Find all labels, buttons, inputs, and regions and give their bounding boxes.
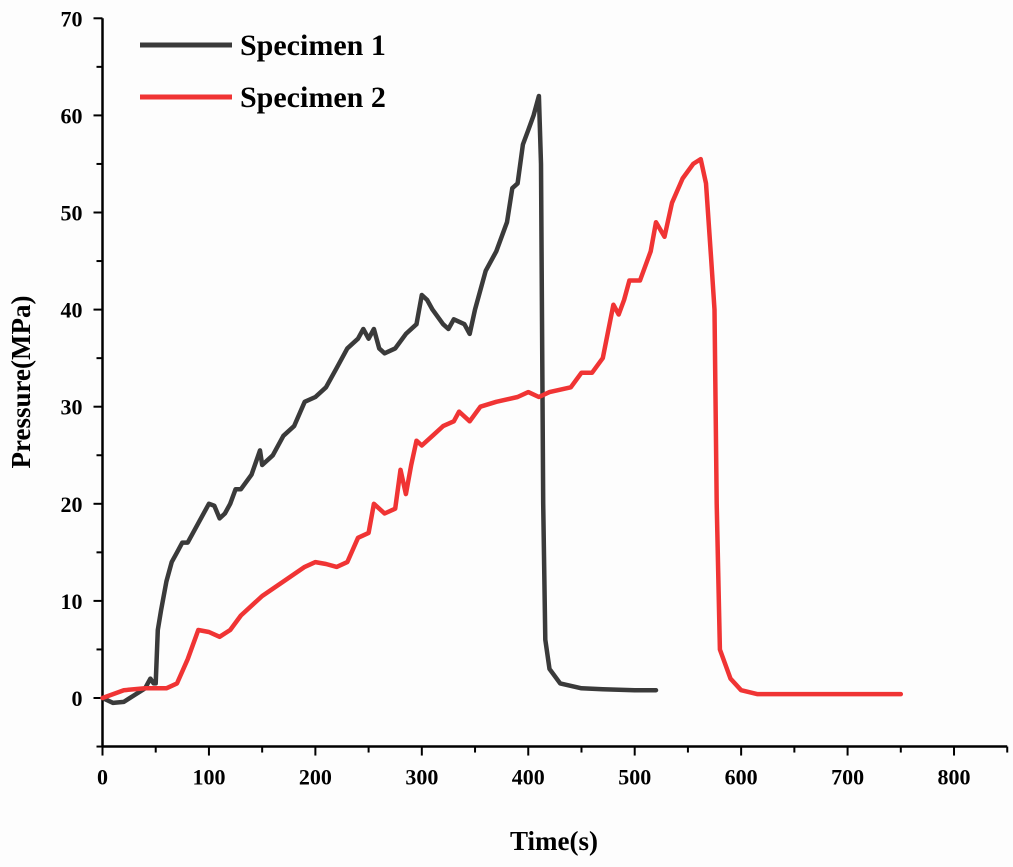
y-tick-label: 0 — [72, 686, 83, 711]
x-tick-label: 200 — [299, 765, 332, 790]
x-tick-label: 300 — [405, 765, 438, 790]
legend-label-specimen-2: Specimen 2 — [240, 81, 386, 114]
x-tick-label: 600 — [725, 765, 758, 790]
y-tick-label: 30 — [61, 395, 83, 420]
y-tick-label: 70 — [61, 6, 83, 31]
x-tick-label: 700 — [831, 765, 864, 790]
series-line-specimen-1 — [100, 93, 659, 706]
y-tick-label: 10 — [61, 589, 83, 614]
y-tick-label: 20 — [61, 492, 83, 517]
x-tick-label: 800 — [938, 765, 971, 790]
y-tick-label: 60 — [61, 103, 83, 128]
plot-area: 0 100 200 300 400 500 600 700 800 0 10 20 30 40 50 60 70 — [61, 6, 1009, 790]
y-tick-label: 40 — [61, 298, 83, 323]
x-tick-label: 400 — [512, 765, 545, 790]
x-tick-label: 0 — [97, 765, 108, 790]
series-line-specimen-2 — [100, 156, 904, 701]
y-tick-label: 50 — [61, 201, 83, 226]
x-tick-label: 100 — [192, 765, 225, 790]
legend-label-specimen-1: Specimen 1 — [240, 29, 386, 62]
x-axis-title: Time(s) — [510, 826, 598, 856]
legend: Specimen 1 Specimen 2 — [140, 29, 386, 114]
x-tick-label: 500 — [618, 765, 651, 790]
y-axis-title: Pressure(MPa) — [6, 296, 36, 469]
